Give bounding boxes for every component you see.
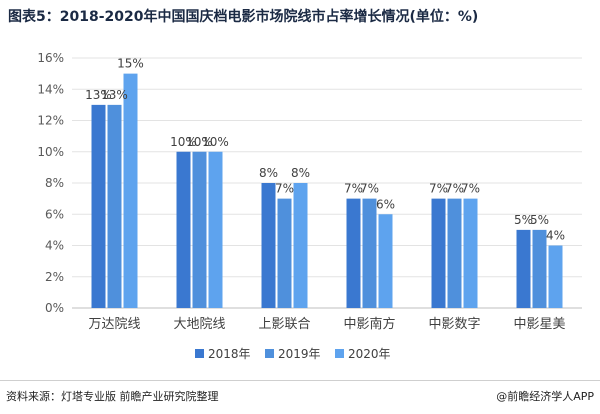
data-label: 13% bbox=[101, 88, 128, 102]
bar bbox=[91, 104, 106, 308]
data-label: 7% bbox=[275, 182, 294, 196]
data-label: 5% bbox=[530, 213, 549, 227]
footer-divider bbox=[0, 380, 600, 381]
x-tick-label: 万达院线 bbox=[88, 317, 140, 332]
bar bbox=[516, 229, 531, 308]
gridlines bbox=[72, 57, 582, 309]
bar bbox=[378, 214, 393, 308]
data-label: 10% bbox=[170, 135, 197, 149]
bar bbox=[532, 229, 547, 308]
x-tick-label: 中影南方 bbox=[343, 316, 395, 332]
data-label: 7% bbox=[461, 182, 480, 196]
x-tick-label: 中影数字 bbox=[428, 317, 480, 332]
x-tick-label: 上影联合 bbox=[258, 317, 310, 332]
y-tick-label: 0% bbox=[45, 301, 64, 315]
data-label: 10% bbox=[202, 135, 229, 149]
legend: 2018年 2019年 2020年 bbox=[195, 347, 391, 361]
data-label: 10% bbox=[186, 135, 213, 149]
bar bbox=[208, 151, 223, 308]
bar bbox=[548, 245, 563, 308]
data-label: 7% bbox=[344, 182, 363, 196]
y-tick-label: 14% bbox=[37, 82, 64, 96]
x-axis: 万达院线 大地院线 上影联合 中影南方 中影数字 中影星美 bbox=[88, 316, 565, 332]
bar bbox=[447, 198, 462, 308]
legend-label: 2018年 bbox=[208, 347, 251, 361]
bar bbox=[277, 198, 292, 308]
data-label: 7% bbox=[429, 182, 448, 196]
bar bbox=[261, 183, 276, 308]
bar bbox=[107, 104, 122, 308]
bar bbox=[362, 198, 377, 308]
bar bbox=[123, 73, 138, 308]
data-label: 4% bbox=[546, 229, 565, 243]
y-tick-label: 8% bbox=[45, 176, 64, 190]
y-tick-label: 12% bbox=[37, 114, 64, 128]
bar bbox=[463, 198, 478, 308]
y-tick-label: 16% bbox=[37, 51, 64, 65]
brand-credit: @前瞻经济学人APP bbox=[496, 390, 594, 403]
data-label: 15% bbox=[117, 57, 144, 71]
y-tick-label: 10% bbox=[37, 145, 64, 159]
data-label: 7% bbox=[360, 182, 379, 196]
bar bbox=[176, 151, 191, 308]
legend-swatch bbox=[335, 349, 344, 358]
legend-swatch bbox=[195, 349, 204, 358]
bar bbox=[192, 151, 207, 308]
chart-title: 图表5：2018-2020年中国国庆档电影市场院线市占率增长情况(单位：%) bbox=[8, 9, 479, 25]
legend-label: 2020年 bbox=[348, 347, 391, 361]
y-axis: 0% 2% 4% 6% 8% 10% 12% 14% 16% bbox=[37, 51, 64, 315]
bar bbox=[431, 198, 446, 308]
data-label: 8% bbox=[291, 166, 310, 180]
x-tick-label: 中影星美 bbox=[513, 317, 565, 332]
data-label: 7% bbox=[445, 182, 464, 196]
x-tick-label: 大地院线 bbox=[173, 317, 225, 332]
data-label: 6% bbox=[376, 197, 395, 211]
data-label: 13% bbox=[85, 88, 112, 102]
y-tick-label: 4% bbox=[45, 239, 64, 253]
y-tick-label: 2% bbox=[45, 270, 64, 284]
data-label: 5% bbox=[514, 213, 533, 227]
bar bbox=[293, 183, 308, 308]
data-labels: 13%13%15%10%10%10%8%7%8%7%7%6%7%7%7%5%5%… bbox=[85, 57, 565, 243]
data-label: 8% bbox=[259, 166, 278, 180]
source-note: 资料来源：灯塔专业版 前瞻产业研究院整理 bbox=[6, 390, 219, 403]
legend-swatch bbox=[265, 349, 274, 358]
y-tick-label: 6% bbox=[45, 207, 64, 221]
bar bbox=[346, 198, 361, 308]
legend-label: 2019年 bbox=[278, 347, 321, 361]
bars bbox=[91, 73, 563, 308]
